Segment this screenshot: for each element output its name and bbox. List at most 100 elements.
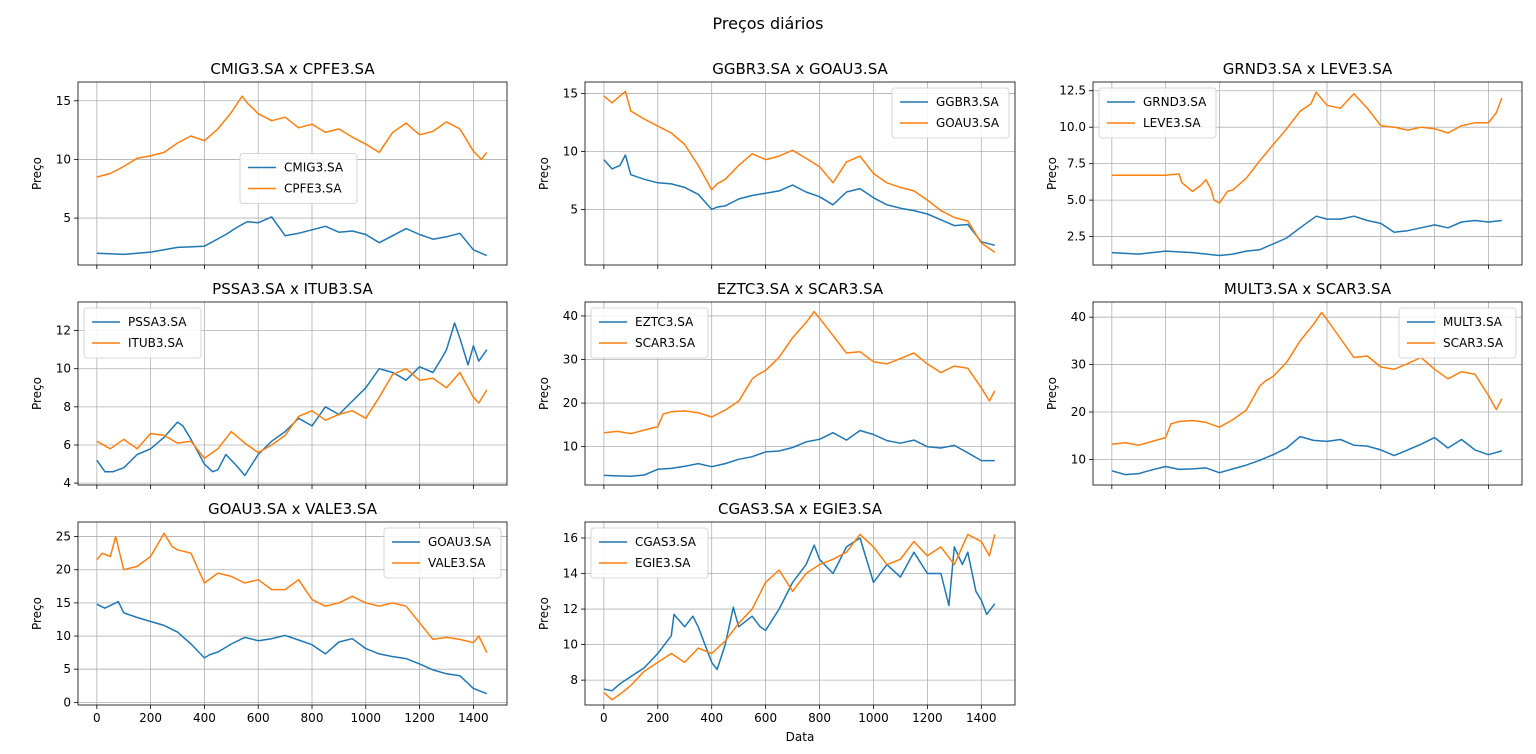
y-tick-label: 40 (1071, 310, 1086, 324)
subplot-title: EZTC3.SA x SCAR3.SA (717, 280, 884, 298)
legend: EZTC3.SA SCAR3.SA (590, 307, 709, 359)
x-tick-label: 0 (600, 711, 608, 725)
y-tick-label: 10 (563, 440, 578, 454)
y-tick-label: 10.0 (1059, 120, 1086, 134)
series-line-cgas3-sa (603, 537, 996, 692)
y-tick-label: 10 (56, 152, 71, 166)
series-group (96, 95, 488, 257)
legend-label: VALE3.SA (428, 556, 486, 570)
series-group (1111, 311, 1503, 476)
subplot-5: 10 20 30 40 EZTC3.SA x SCAR3.SA Preço EZTC3.SA… (537, 280, 1016, 489)
legend-label: GGBR3.SA (936, 95, 999, 109)
y-tick-label: 40 (563, 309, 578, 323)
legend-label: CGAS3.SA (635, 535, 697, 549)
y-tick-label: 5 (570, 202, 578, 216)
y-axis-label: Preço (537, 157, 551, 190)
series-line-cpfe3-sa (96, 95, 488, 178)
y-tick-label: 12 (56, 324, 71, 338)
y-axis-label: Preço (30, 597, 44, 630)
series-line-goau3-sa (96, 600, 488, 695)
legend-box (383, 527, 502, 579)
subplot-title: PSSA3.SA x ITUB3.SA (212, 280, 373, 298)
axes-frame (584, 301, 1016, 486)
x-tick-label: 1200 (912, 711, 943, 725)
x-tick-label: 600 (754, 711, 777, 725)
x-tick-label: 0 (93, 711, 101, 725)
x-tick-label: 1000 (351, 711, 382, 725)
legend-box (1398, 307, 1517, 359)
series-group (1111, 91, 1503, 257)
y-tick-label: 8 (570, 673, 578, 687)
series-line-scar3-sa (1111, 311, 1503, 446)
legend-label: MULT3.SA (1443, 315, 1503, 329)
y-tick-label: 5 (63, 662, 71, 676)
legend-label: SCAR3.SA (635, 336, 696, 350)
y-tick-label: 8 (63, 400, 71, 414)
x-tick-label: 1400 (966, 711, 997, 725)
legend-label: PSSA3.SA (128, 315, 187, 329)
legend-label: CPFE3.SA (284, 182, 342, 196)
subplot-title: GRND3.SA x LEVE3.SA (1223, 60, 1393, 78)
legend-label: GOAU3.SA (936, 116, 1000, 130)
subplot-2: 5 10 15 GGBR3.SA x GOAU3.SA Preço GGBR3.SA GOA… (537, 60, 1016, 269)
y-tick-label: 20 (563, 396, 578, 410)
series-group (96, 532, 488, 695)
y-axis-label: Preço (1045, 377, 1059, 410)
legend-label: EZTC3.SA (635, 315, 694, 329)
y-tick-label: 10 (56, 362, 71, 376)
axes-frame (1092, 301, 1523, 486)
figure-title: Preços diários (713, 14, 824, 33)
series-line-ggbr3-sa (603, 154, 995, 247)
legend-label: GRND3.SA (1143, 95, 1207, 109)
y-tick-label: 0 (63, 695, 71, 709)
y-tick-label: 14 (563, 567, 578, 581)
legend-box (239, 153, 358, 204)
legend-box (891, 87, 1010, 139)
y-tick-label: 10 (56, 629, 71, 643)
axes-frame (584, 81, 1016, 266)
y-tick-label: 12.5 (1059, 84, 1086, 98)
y-axis-label: Preço (537, 377, 551, 410)
subplot-7: 0 200 400 600 800 1000 1200 1400 0 5 10 15 20 25 GOAU3… (30, 500, 508, 725)
y-tick-label: 20 (1071, 405, 1086, 419)
y-tick-label: 5.0 (1067, 193, 1086, 207)
y-tick-label: 15 (56, 596, 71, 610)
legend-label: ITUB3.SA (128, 336, 184, 350)
x-tick-label: 800 (301, 711, 324, 725)
legend-label: EGIE3.SA (635, 556, 691, 570)
x-tick-label: 200 (139, 711, 162, 725)
subplot-8: 0 200 400 600 800 1000 1200 1400 8 10 12 14 16 CGAS3.… (537, 500, 1016, 744)
axes-frame (77, 81, 508, 266)
x-tick-label: 1000 (858, 711, 889, 725)
series-line-scar3-sa (603, 310, 996, 435)
legend: CGAS3.SA EGIE3.SA (590, 527, 709, 579)
y-tick-label: 10 (563, 638, 578, 652)
y-tick-label: 2.5 (1067, 230, 1086, 244)
axes-frame (77, 301, 508, 486)
y-tick-label: 16 (563, 531, 578, 545)
x-tick-label: 800 (808, 711, 831, 725)
legend-label: LEVE3.SA (1143, 116, 1201, 130)
y-tick-label: 25 (56, 530, 71, 544)
x-axis-label: Data (786, 730, 815, 744)
subplot-3: 2.5 5.0 7.5 10.0 12.5 GRND3.SA x LEVE3.SA Preç… (1045, 60, 1523, 269)
x-tick-label: 200 (646, 711, 669, 725)
series-line-itub3-sa (96, 367, 488, 460)
y-tick-label: 15 (56, 94, 71, 108)
subplot-title: GOAU3.SA x VALE3.SA (208, 500, 378, 518)
series-line-mult3-sa (1111, 435, 1503, 476)
y-tick-label: 5 (63, 211, 71, 225)
y-axis-label: Preço (1045, 157, 1059, 190)
y-tick-label: 4 (63, 476, 71, 490)
x-tick-label: 400 (193, 711, 216, 725)
legend-label: GOAU3.SA (428, 535, 492, 549)
y-tick-label: 30 (563, 353, 578, 367)
legend-box (590, 307, 709, 359)
series-group (603, 90, 996, 253)
legend: GOAU3.SA VALE3.SA (383, 527, 502, 579)
series-line-goau3-sa (603, 90, 996, 253)
series-line-grnd3-sa (1111, 215, 1502, 257)
legend-box (83, 307, 202, 359)
y-tick-label: 20 (56, 563, 71, 577)
y-tick-label: 10 (563, 144, 578, 158)
